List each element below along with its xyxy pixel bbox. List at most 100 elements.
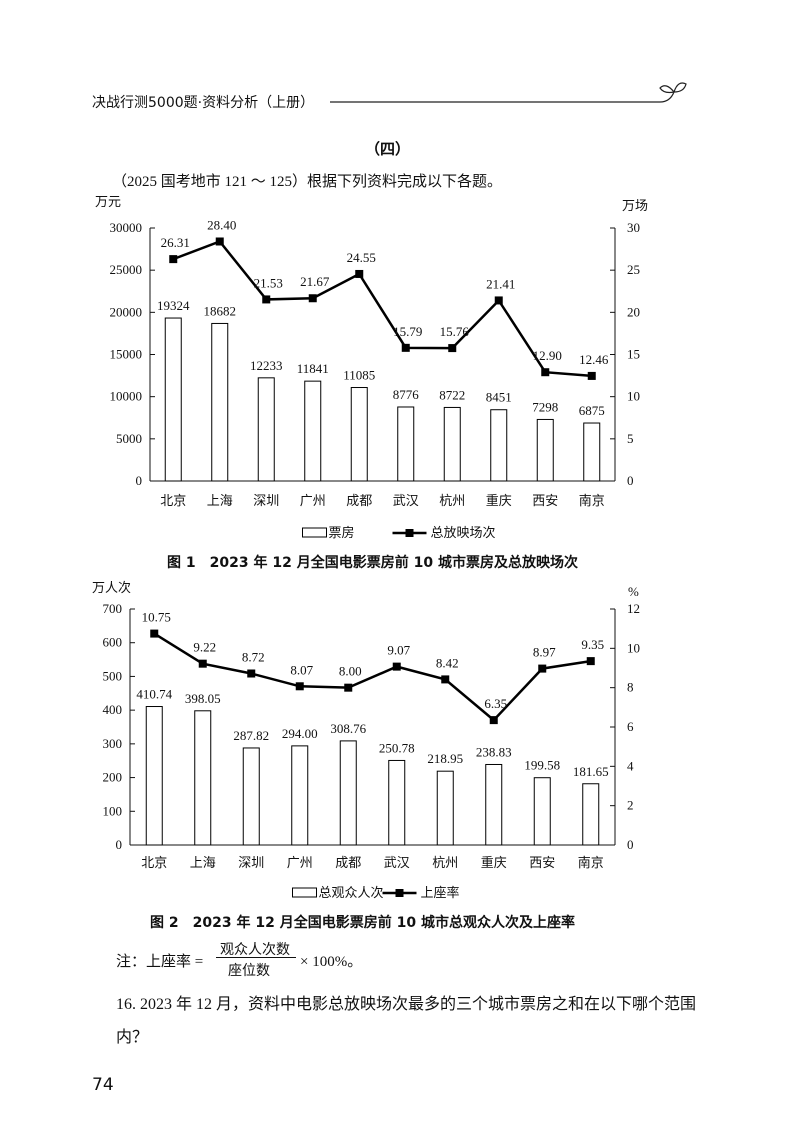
y-tick-label: 100: [103, 803, 123, 818]
bar-label: 6875: [579, 403, 605, 418]
bar: [533, 777, 551, 846]
y2-tick-label: 0: [627, 837, 634, 852]
line-marker: [586, 657, 595, 666]
x-tick-label: 杭州: [439, 493, 465, 508]
line-marker: [344, 683, 353, 692]
y2-axis-label: %: [628, 584, 639, 599]
bar-label: 7298: [532, 399, 558, 414]
line-label: 12.46: [579, 352, 609, 367]
bar-label: 238.83: [476, 744, 512, 759]
bar: [257, 377, 275, 482]
x-tick-label: 北京: [141, 855, 167, 870]
note-suffix: × 100%。: [300, 954, 363, 970]
bar: [490, 409, 508, 482]
x-tick-label: 杭州: [432, 855, 458, 870]
legend-label: 总放映场次: [431, 525, 496, 540]
line-marker: [262, 295, 271, 304]
intro: （2025 国考地市 121 ～ 125）根据下列资料完成以下各题。: [112, 174, 503, 190]
y2-tick-label: 15: [627, 347, 640, 362]
x-tick-label: 上海: [207, 493, 233, 508]
y2-axis-label: 万场: [622, 198, 648, 213]
y2-tick-label: 10: [627, 640, 640, 655]
bar: [145, 706, 163, 846]
y2-tick-label: 6: [627, 719, 634, 734]
x-tick-label: 重庆: [486, 493, 512, 508]
bar-label: 398.05: [185, 691, 221, 706]
y-tick-label: 0: [136, 473, 143, 488]
bar-label: 199.58: [524, 758, 560, 773]
bar: [582, 783, 600, 846]
note-label: 注：上座率 =: [116, 954, 204, 970]
legend-label: 票房: [329, 525, 355, 540]
note-denominator: 座位数: [228, 964, 270, 979]
header-title: 决战行测5000题·资料分析（上册）: [92, 95, 315, 111]
y-tick-label: 15000: [110, 347, 143, 362]
x-tick-label: 重庆: [481, 855, 507, 870]
line-label: 28.40: [207, 217, 236, 232]
y-tick-label: 5000: [116, 431, 142, 446]
line-marker: [538, 664, 547, 673]
x-tick-label: 南京: [579, 493, 605, 508]
line-marker: [169, 255, 178, 264]
line-label: 24.55: [347, 250, 376, 265]
line-label: 15.76: [440, 324, 470, 339]
line-marker: [198, 659, 207, 668]
line-label: 9.35: [581, 637, 604, 652]
line-label: 8.42: [436, 655, 459, 670]
bar-label: 250.78: [379, 740, 415, 755]
bar: [164, 317, 182, 482]
bar-label: 287.82: [233, 728, 269, 743]
chart-caption: 图 2 2023 年 12 月全国电影票房前 10 城市总观众人次及上座率: [150, 914, 575, 931]
legend-swatch: [292, 887, 317, 898]
y-axis-label: 万人次: [92, 580, 131, 595]
bar: [350, 387, 368, 482]
bar-label: 18682: [204, 303, 237, 318]
x-tick-label: 上海: [190, 855, 216, 870]
line-label: 26.31: [161, 235, 190, 250]
line-label: 21.53: [254, 275, 283, 290]
line-marker: [494, 296, 503, 305]
line-marker: [541, 368, 550, 377]
legend-label: 上座率: [421, 885, 460, 900]
bar-label: 218.95: [427, 751, 463, 766]
y-tick-label: 30000: [110, 220, 143, 235]
y-tick-label: 400: [103, 702, 123, 717]
line-marker: [489, 716, 498, 725]
x-tick-label: 成都: [335, 855, 361, 870]
leaf-icon: [659, 82, 687, 103]
x-tick-label: 西安: [532, 493, 558, 508]
legend-marker: [405, 529, 414, 537]
bar: [242, 747, 260, 846]
line-marker: [401, 343, 410, 352]
bar-label: 8776: [393, 387, 420, 402]
line: [153, 632, 591, 722]
y2-tick-label: 30: [627, 220, 640, 235]
y-tick-label: 200: [103, 770, 123, 785]
bar-label: 294.00: [282, 726, 318, 741]
x-tick-label: 西安: [529, 855, 555, 870]
line-label: 8.00: [339, 664, 362, 679]
y2-tick-label: 8: [627, 680, 634, 695]
y-tick-label: 0: [116, 837, 123, 852]
bar-label: 8451: [486, 390, 512, 405]
y2-tick-label: 4: [627, 758, 634, 773]
legend-marker: [395, 889, 404, 897]
x-tick-label: 成都: [346, 493, 372, 508]
line-label: 21.41: [486, 276, 515, 291]
x-tick-label: 北京: [160, 493, 186, 508]
y-tick-label: 10000: [110, 389, 143, 404]
y2-tick-label: 20: [627, 304, 640, 319]
line-marker: [392, 662, 401, 671]
legend-label: 总观众人次: [319, 885, 384, 900]
line-marker: [295, 682, 304, 691]
x-tick-label: 广州: [300, 493, 326, 508]
line-marker: [247, 669, 256, 678]
bar-label: 19324: [157, 298, 190, 313]
y2-tick-label: 0: [627, 473, 634, 488]
line: [172, 240, 592, 378]
line-label: 9.07: [387, 643, 410, 658]
x-tick-label: 深圳: [238, 855, 264, 870]
bar: [583, 422, 601, 482]
